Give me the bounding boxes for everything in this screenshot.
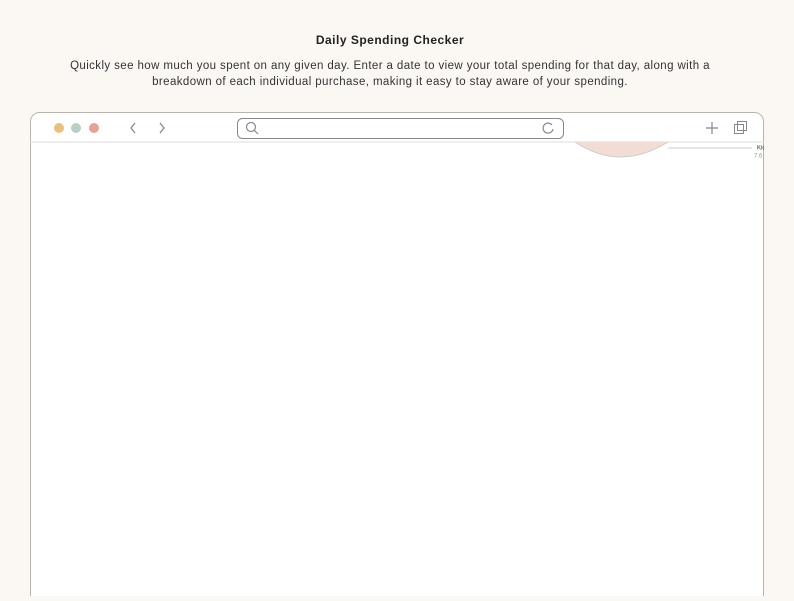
address-bar[interactable] (237, 118, 564, 139)
description: breakdown of each individual purchase, m… (152, 76, 628, 88)
back-button[interactable] (130, 122, 136, 134)
top-pie-fragment (574, 141, 669, 158)
pie-value: 7.6 (754, 154, 763, 160)
tabs-button[interactable] (734, 124, 744, 134)
page-title: Daily Spending Checker (316, 33, 464, 47)
description: Quickly see how much you spent on any gi… (70, 60, 710, 72)
window-button[interactable] (89, 123, 99, 133)
forward-button[interactable] (159, 122, 165, 134)
window-button[interactable] (54, 123, 64, 133)
window-frame (30, 112, 764, 596)
search-icon (245, 121, 257, 133)
tabs-button[interactable] (737, 121, 747, 131)
reload-button[interactable] (542, 122, 554, 134)
search-icon (253, 129, 259, 135)
new-tab-button[interactable] (706, 122, 718, 134)
browser-window: Kids 7.6 (30, 112, 769, 596)
spreadsheet: Kids 7.6 (574, 141, 769, 160)
pie-label: Kids (757, 146, 769, 152)
window-button[interactable] (71, 123, 81, 133)
